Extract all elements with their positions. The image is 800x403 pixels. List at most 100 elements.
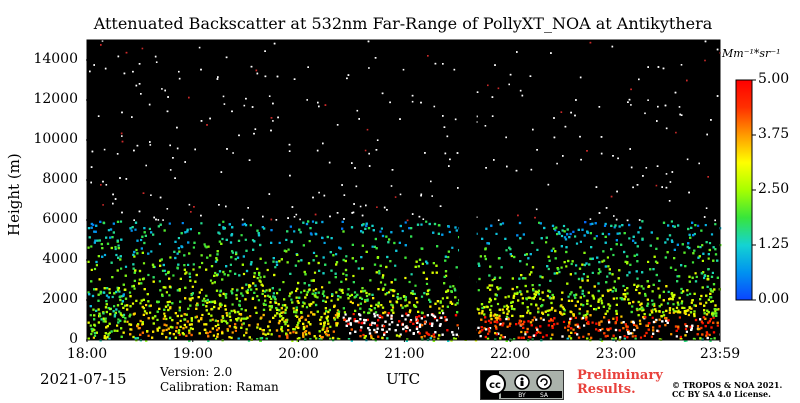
backscatter-point [134,313,136,315]
backscatter-point [152,317,154,319]
backscatter-point [201,120,203,122]
backscatter-point [669,309,671,311]
backscatter-point [589,258,591,260]
backscatter-point [263,329,265,331]
backscatter-point [89,71,91,73]
backscatter-point [525,285,527,287]
backscatter-point [642,288,644,290]
backscatter-point [487,85,489,87]
backscatter-point [152,264,154,266]
backscatter-point [688,192,690,194]
backscatter-point [659,325,661,327]
backscatter-point [712,315,714,317]
backscatter-point [364,228,366,230]
backscatter-point [640,337,642,339]
backscatter-point [646,167,648,169]
backscatter-point [443,282,445,284]
backscatter-point [717,322,719,324]
backscatter-point [549,291,551,293]
backscatter-point [613,215,615,217]
backscatter-point [285,239,287,241]
backscatter-point [541,304,543,306]
backscatter-point [478,265,480,267]
backscatter-point [219,270,221,272]
backscatter-point [687,159,689,161]
backscatter-point [436,245,438,247]
backscatter-point [162,270,164,272]
backscatter-point [714,308,716,310]
backscatter-point [345,269,347,271]
backscatter-point [578,229,580,231]
backscatter-point [420,195,422,197]
backscatter-point [309,227,311,229]
backscatter-point [676,280,678,282]
backscatter-point [210,308,212,310]
backscatter-point [568,335,570,337]
backscatter-point [269,309,271,311]
backscatter-point [377,257,379,259]
backscatter-point [532,266,534,268]
backscatter-point [629,264,631,266]
backscatter-point [302,222,304,224]
backscatter-point [208,313,210,315]
no-data-gap [459,40,477,340]
backscatter-point [533,297,535,299]
backscatter-point [508,318,510,320]
backscatter-point [281,326,283,328]
backscatter-point [315,292,317,294]
backscatter-point [694,293,696,295]
backscatter-point [530,303,532,305]
backscatter-point [256,326,258,328]
backscatter-point [282,311,284,313]
backscatter-point [90,305,92,307]
backscatter-point [156,319,158,321]
backscatter-point [680,336,682,338]
backscatter-point [447,306,449,308]
backscatter-point [198,296,200,298]
backscatter-point [93,318,95,320]
backscatter-point [440,317,442,319]
backscatter-point [339,296,341,298]
backscatter-point [276,264,278,266]
backscatter-point [253,276,255,278]
backscatter-point [117,221,119,223]
backscatter-point [286,337,288,339]
backscatter-point [378,270,380,272]
backscatter-point [554,137,556,139]
backscatter-point [308,262,310,264]
backscatter-point [129,314,131,316]
backscatter-point [581,278,583,280]
backscatter-point [652,326,654,328]
backscatter-point [499,277,501,279]
backscatter-point [677,311,679,313]
backscatter-point [652,329,654,331]
backscatter-point [297,282,299,284]
backscatter-point [507,326,509,328]
backscatter-point [202,300,204,302]
backscatter-point [621,322,623,324]
backscatter-point [324,264,326,266]
backscatter-point [126,308,128,310]
backscatter-point [139,211,141,213]
backscatter-point [444,276,446,278]
backscatter-point [388,238,390,240]
backscatter-point [249,336,251,338]
backscatter-point [247,292,249,294]
backscatter-point [303,302,305,304]
backscatter-point [325,310,327,312]
backscatter-point [298,318,300,320]
backscatter-point [104,254,106,256]
backscatter-point [582,293,584,295]
backscatter-point [589,314,591,316]
backscatter-point [567,260,569,262]
y-tick-label: 4000 [8,251,78,267]
backscatter-point [279,315,281,317]
backscatter-point [224,273,226,275]
backscatter-point [222,221,224,223]
backscatter-point [587,323,589,325]
backscatter-point [231,292,233,294]
backscatter-point [162,330,164,332]
backscatter-point [672,298,674,300]
backscatter-point [496,321,498,323]
backscatter-point [134,229,136,231]
